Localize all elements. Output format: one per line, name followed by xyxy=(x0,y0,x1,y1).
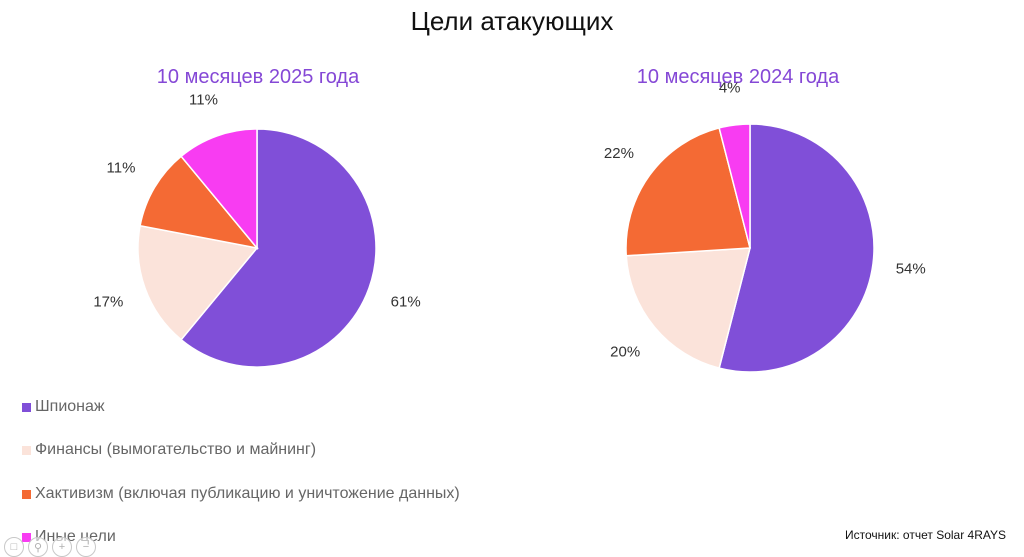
pie-slice-2025-finance xyxy=(137,224,259,341)
legend-item-espionage: Шпионаж xyxy=(22,398,105,416)
pie-label-2025-other: 11% xyxy=(189,91,218,108)
source-note: Источник: отчет Solar 4RAYS xyxy=(845,528,1006,542)
pie-title-2024: 10 месяцев 2024 года xyxy=(636,66,840,88)
pie-slice-2024-other xyxy=(718,123,751,249)
pie-slice-2024-finance xyxy=(625,247,751,370)
pie-label-2024-espionage: 54% xyxy=(896,260,926,277)
pie-label-2025-espionage: 61% xyxy=(391,294,421,311)
zoom-in-icon[interactable]: + xyxy=(52,537,72,557)
pie-label-2024-hacktivism: 22% xyxy=(604,145,634,162)
viewer-toolbar: □ ⚲ + − xyxy=(4,537,96,557)
legend-item-hacktivism: Хактивизм (включая публикацию и уничтоже… xyxy=(22,485,460,503)
pie-label-2025-finance: 17% xyxy=(93,294,123,311)
pie-label-2025-hacktivism: 11% xyxy=(107,160,136,177)
legend-swatch-espionage xyxy=(22,402,31,412)
legend-label-espionage: Шпионаж xyxy=(35,398,105,415)
legend-swatch-other xyxy=(22,532,31,542)
pie-slice-2024-hacktivism xyxy=(625,126,751,257)
pie-slice-2024-espionage xyxy=(718,123,875,373)
fit-page-icon[interactable]: □ xyxy=(4,537,24,557)
legend-swatch-hacktivism xyxy=(22,489,31,499)
chart-main-title: Цели атакующих xyxy=(410,6,614,36)
legend-item-finance: Финансы (вымогательство и майнинг) xyxy=(22,441,316,459)
pie-label-2024-other: 4% xyxy=(719,79,741,96)
legend-label-finance: Финансы (вымогательство и майнинг) xyxy=(35,441,317,458)
legend-label-hacktivism: Хактивизм (включая публикацию и уничтоже… xyxy=(35,485,460,502)
pie-title-2025: 10 месяцев 2025 года xyxy=(156,66,360,88)
pie-slice-2025-espionage xyxy=(180,128,377,368)
zoom-out-icon[interactable]: − xyxy=(76,537,96,557)
pie-slice-2025-other xyxy=(180,128,258,251)
pie-slice-2025-hacktivism xyxy=(139,155,259,250)
legend-swatch-finance xyxy=(22,445,31,455)
search-icon[interactable]: ⚲ xyxy=(28,537,48,557)
pie-label-2024-finance: 20% xyxy=(610,343,640,360)
